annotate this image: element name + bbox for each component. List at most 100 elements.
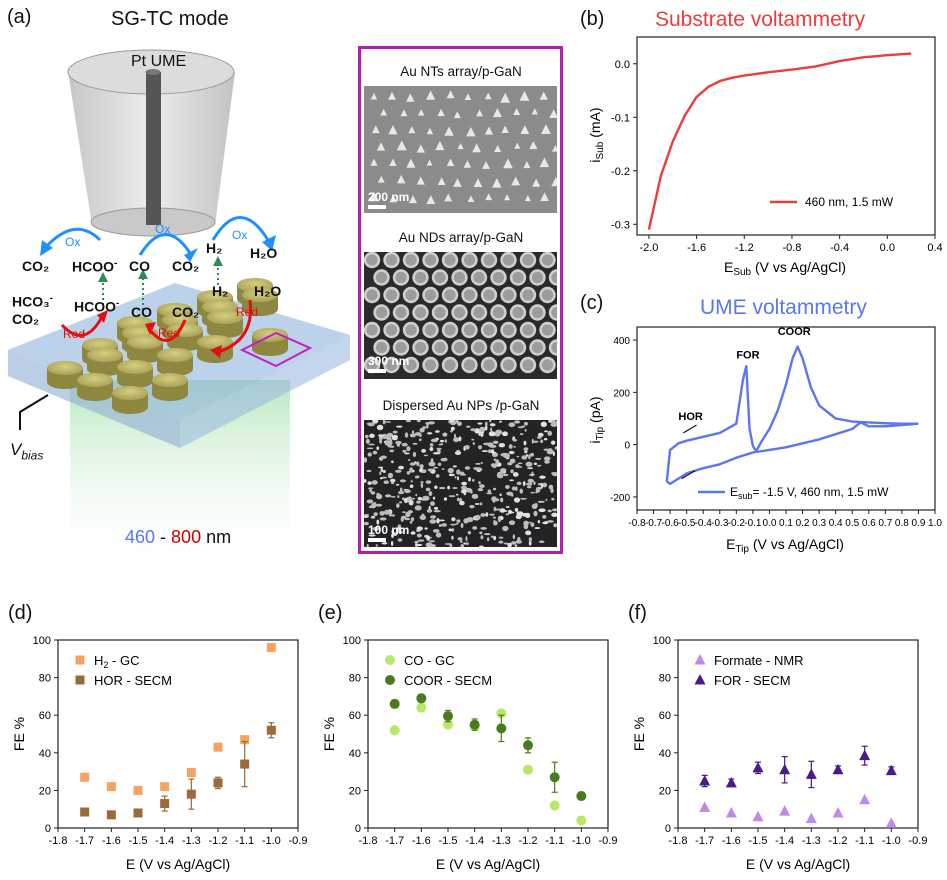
nanoparticle <box>395 469 402 473</box>
nanoparticle <box>456 519 461 523</box>
nanotriangle <box>514 142 521 149</box>
x-axis-label: ETip (V vs Ag/AgCl) <box>726 536 844 555</box>
nanotriangle <box>446 158 455 167</box>
nanodisk-center <box>551 271 557 284</box>
nanoparticle <box>447 467 454 474</box>
nanodisk-center <box>522 359 534 371</box>
nanoparticle <box>507 542 512 547</box>
y-axis-label: iSub (mA) <box>587 107 606 162</box>
nanoparticle <box>433 509 441 513</box>
nanoparticle <box>517 462 523 465</box>
nanotriangle <box>437 108 445 117</box>
nanodisk-center <box>492 271 505 284</box>
nanoparticle <box>508 509 513 515</box>
x-tick-label: -1.1 <box>235 835 254 847</box>
nanodisk-center <box>385 359 398 371</box>
gold-disk-base-11 <box>127 349 163 363</box>
y-tick-label: 20 <box>39 785 51 797</box>
data-point <box>576 815 587 826</box>
nanoparticle <box>457 537 463 541</box>
nanoparticle <box>364 478 367 483</box>
y-tick-label: 80 <box>349 673 361 685</box>
nanoparticle <box>466 542 469 545</box>
nanoparticle <box>537 519 541 524</box>
sem-scale-3: 100 nm <box>368 523 409 542</box>
nanoparticle <box>487 489 492 494</box>
nanodisk-center <box>541 254 554 266</box>
nanoparticle <box>514 544 518 547</box>
nanoparticle <box>550 440 556 445</box>
gold-disk-16 <box>117 360 153 374</box>
nanoparticle <box>452 487 458 490</box>
nanoparticle <box>415 493 418 497</box>
nanoparticle <box>417 496 423 501</box>
data-point <box>266 643 276 653</box>
nanoparticle <box>475 462 481 465</box>
panel-a-title: SG-TC mode <box>111 8 229 30</box>
nanoparticle <box>553 523 557 528</box>
x-tick-label: -0.7 <box>645 518 663 529</box>
y-tick-label: 0 <box>45 823 51 835</box>
nanoparticle <box>375 493 383 500</box>
nanoparticle <box>544 430 548 433</box>
legend-marker <box>385 655 395 665</box>
nanoparticle <box>364 457 368 463</box>
nanoparticle <box>508 422 516 428</box>
x-tick-label: -0.9 <box>599 835 618 847</box>
nanoparticle <box>508 520 516 526</box>
nanoparticle <box>407 459 411 461</box>
nanoparticle <box>391 460 394 464</box>
y-tick-label: 80 <box>39 673 51 685</box>
gold-disk-base-19 <box>112 400 148 414</box>
nanoparticle <box>373 482 376 485</box>
hco3-label: HCO₃- <box>12 293 53 310</box>
nanoparticle <box>477 422 483 425</box>
nanoparticle <box>500 497 504 503</box>
nanoparticle <box>479 426 486 432</box>
nanoparticle <box>448 495 456 498</box>
nanoparticle <box>484 425 488 431</box>
legend-label: HOR - SECM <box>94 673 172 688</box>
nanotriangle <box>368 191 379 202</box>
substrate-front-right <box>180 335 350 448</box>
nanotriangle <box>494 145 502 152</box>
nanoparticle <box>438 486 446 490</box>
nanoparticle <box>555 420 557 424</box>
nanodisk-center <box>395 271 407 284</box>
nanoparticle <box>379 438 383 444</box>
nanoparticle <box>429 519 437 524</box>
nanoparticle <box>456 497 460 502</box>
nanoparticle <box>435 474 440 478</box>
y-tick-label: 20 <box>349 785 361 797</box>
nanoparticle <box>483 533 491 536</box>
data-point <box>832 806 844 818</box>
nanoparticle <box>480 513 486 517</box>
nanoparticle <box>499 493 502 497</box>
nanoparticle <box>399 487 403 492</box>
data-point <box>416 693 427 704</box>
y-axis-label: iTip (pA) <box>587 397 606 444</box>
nanodisk-center <box>492 306 505 319</box>
nanoparticle <box>436 447 442 450</box>
x-tick-label: -1.3 <box>182 835 201 847</box>
nanoparticle <box>430 515 437 519</box>
nanoparticle <box>425 542 433 547</box>
nanodisk-center <box>375 271 388 284</box>
x-tick-label: 0.3 <box>812 518 826 529</box>
nanoparticle <box>396 503 400 508</box>
co2-top: CO₂ <box>172 258 200 274</box>
nanoparticle <box>395 440 402 445</box>
pt-wire <box>146 72 161 225</box>
plot-frame <box>57 639 299 829</box>
panel-b-label: (b) <box>580 8 605 30</box>
nanoparticle <box>414 540 419 544</box>
x-tick-label: -1.8 <box>359 835 378 847</box>
nanotriangle <box>472 143 482 153</box>
data-point <box>160 799 170 809</box>
nanodisk-center <box>473 306 485 319</box>
chart-formate-fe: -1.8 -1.7 -1.6 -1.5 -1.4 -1.3 -1.2 -1.1 -1.0 -0.9… <box>631 635 927 872</box>
for-annotation: FOR <box>736 349 759 361</box>
substrate-curve <box>647 52 912 230</box>
nanoparticle <box>528 540 532 546</box>
nanoparticle <box>459 540 463 543</box>
